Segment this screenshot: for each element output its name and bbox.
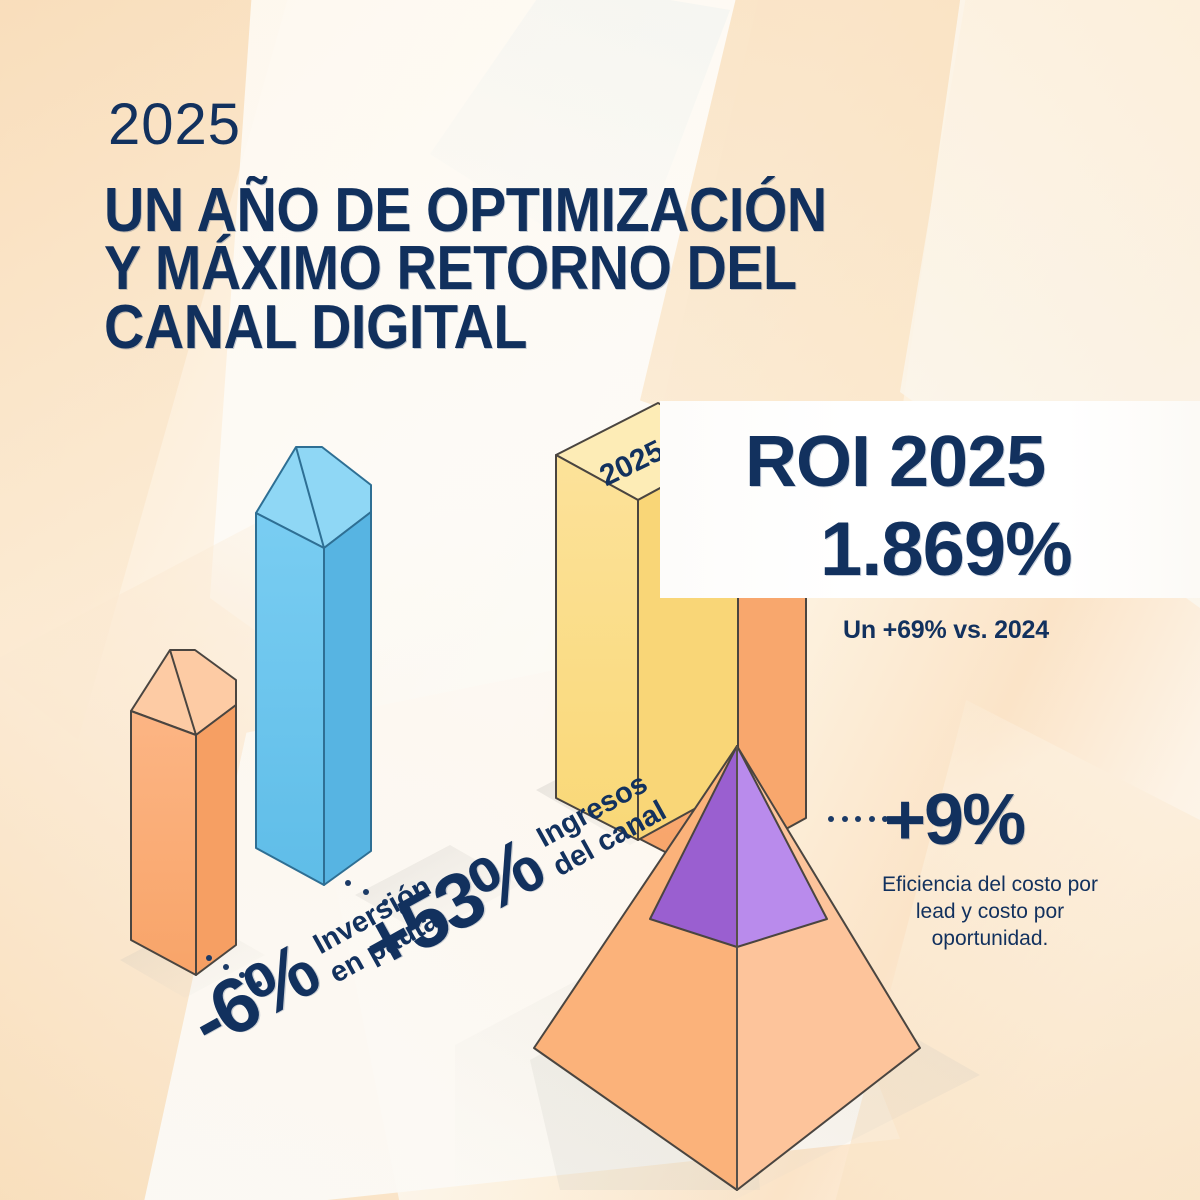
page-year: 2025 <box>108 92 242 157</box>
pyramid-efficiency <box>533 745 921 1191</box>
bar-ingresos-del-canal <box>255 446 372 886</box>
efficiency-description: Eficiencia del costo por lead y costo po… <box>882 873 1098 950</box>
roi-subtitle: Un +69% vs. 2024 <box>843 616 1049 644</box>
page-title: UN AÑO DE OPTIMIZACIÓN Y MÁXIMO RETORNO … <box>104 176 827 362</box>
roi-title: ROI 2025 <box>745 422 1046 502</box>
roi-panel <box>660 401 1200 598</box>
roi-value: 1.869% <box>820 507 1073 592</box>
efficiency-value: +9% <box>884 780 1026 860</box>
bar-inversion-en-pauta <box>130 649 237 976</box>
